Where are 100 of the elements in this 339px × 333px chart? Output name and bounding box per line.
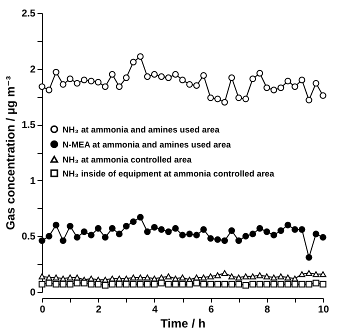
point [228,74,236,82]
point [116,83,123,90]
point [144,274,151,280]
point [122,276,130,282]
point [312,230,320,238]
point [52,274,60,280]
point [228,227,236,234]
point [94,225,102,232]
y-tick-label: 0 [30,288,36,298]
y-tick-label: 0.5 [22,232,36,243]
point [137,274,144,280]
point [80,228,88,236]
point [74,280,80,286]
point [88,78,95,84]
legend-label: NH₃ inside of equipment at ammonia controlled area [62,168,275,178]
point [214,272,221,278]
point [312,271,320,278]
point [249,76,256,82]
point [38,237,46,244]
point [116,276,123,282]
point [298,280,306,288]
point [46,232,52,240]
point [249,280,256,288]
point [306,280,312,288]
point [193,232,200,238]
point [130,280,137,288]
point [263,84,270,92]
point [94,280,102,288]
x-tick-label: 4 [152,304,158,316]
point [179,274,186,280]
point [200,72,207,79]
point [292,226,298,233]
point [292,280,298,288]
point [214,280,221,288]
point [256,272,264,278]
point [179,232,186,238]
y-tick-label: 2 [30,64,36,76]
point [298,226,306,233]
point [165,280,172,288]
point [88,232,95,238]
point [66,222,74,230]
point [102,282,109,289]
point [151,280,158,288]
point [165,228,172,236]
point [242,96,250,102]
point [263,280,270,288]
point [221,280,228,288]
point [88,280,95,288]
point [137,53,144,60]
point [151,71,158,78]
point [200,280,207,288]
point [207,280,214,288]
point [214,96,221,102]
point [306,96,312,104]
point [193,280,200,286]
point [320,92,326,99]
point [122,280,130,288]
point [151,276,158,282]
point [144,73,151,80]
point [284,78,292,84]
point [306,254,312,261]
point [292,276,298,282]
point [200,274,207,280]
point [242,232,250,240]
point [158,280,165,286]
point [88,276,95,282]
point [144,280,151,288]
point [207,94,214,102]
point [74,234,80,241]
point [108,276,116,282]
point [102,234,109,241]
point [172,71,179,78]
point [312,80,320,87]
point [235,274,242,280]
point [94,78,102,86]
point [137,280,144,288]
y-tick-label: 1.5 [22,120,36,132]
x-tick-label: 2 [96,304,102,316]
point [320,234,326,241]
y-tick-label: 2.5 [22,8,36,20]
point [263,273,270,280]
point [292,83,298,90]
point [66,280,74,288]
x-tick-label: 6 [208,304,214,316]
point [116,280,123,288]
point [80,76,88,84]
point [256,225,264,232]
legend-label: N-MEA at ammonia and amines used area [62,139,232,150]
point [270,280,278,288]
point [249,273,256,280]
point [284,274,292,280]
point [38,83,46,90]
point [158,73,165,80]
point [270,232,278,238]
point [116,230,123,238]
point [298,76,306,84]
point [207,273,214,280]
point [284,280,292,288]
point [130,58,137,66]
point [80,280,88,286]
